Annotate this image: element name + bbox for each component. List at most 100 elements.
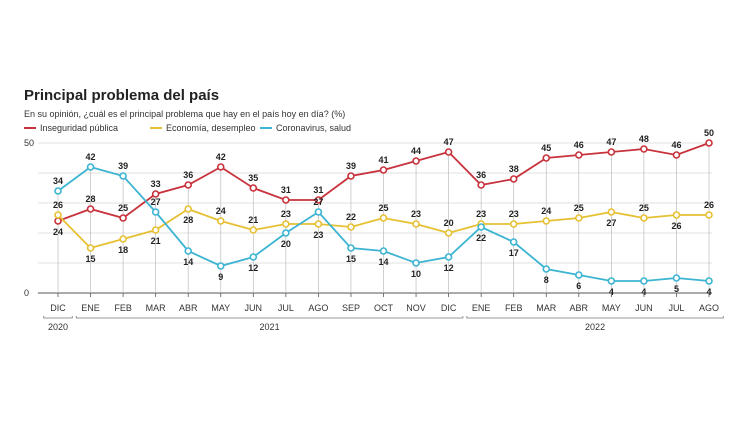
legend-label-1: Economía, desempleo [166, 123, 256, 133]
data-label: 31 [313, 185, 323, 195]
series-2 [54, 163, 713, 285]
data-point [151, 190, 160, 198]
data-label: 39 [346, 161, 356, 171]
data-label: 28 [183, 215, 193, 225]
data-point [184, 205, 192, 213]
data-label: 9 [218, 272, 223, 282]
data-label: 23 [281, 209, 291, 219]
data-point [282, 229, 290, 237]
chart-subtitle: En su opinión, ¿cuál es el principal pro… [24, 109, 345, 119]
data-point [119, 172, 127, 180]
year-bracket-0 [43, 316, 73, 319]
data-label: 45 [541, 143, 551, 153]
data-label: 31 [281, 185, 291, 195]
data-label: 20 [444, 218, 454, 228]
data-point [574, 214, 583, 222]
x-tick-label: JUL [668, 303, 684, 313]
data-label: 35 [248, 173, 258, 183]
data-label: 47 [444, 137, 454, 147]
x-tick-label: MAR [146, 303, 167, 313]
data-point [607, 208, 616, 216]
data-label: 24 [541, 206, 551, 216]
x-tick-label: SEP [342, 303, 360, 313]
data-point [542, 265, 551, 273]
data-point [412, 157, 420, 165]
data-point [412, 220, 420, 228]
data-label: 8 [544, 275, 549, 285]
data-label: 36 [183, 170, 193, 180]
data-label: 27 [313, 197, 323, 207]
data-point [54, 217, 62, 225]
data-point [216, 217, 225, 225]
data-point [314, 208, 323, 216]
y-tick-label: 50 [24, 138, 34, 148]
data-label: 18 [118, 245, 128, 255]
data-point [86, 163, 95, 171]
data-label: 23 [313, 230, 323, 240]
data-point [672, 211, 681, 219]
data-label: 42 [216, 152, 226, 162]
data-point [640, 277, 648, 285]
data-point [509, 220, 518, 228]
data-point [119, 235, 127, 243]
data-label: 4 [609, 287, 614, 297]
x-tick-label: DIC [50, 303, 66, 313]
data-label: 12 [444, 263, 454, 273]
data-point [444, 253, 453, 261]
data-point [672, 274, 681, 282]
data-point [347, 172, 355, 180]
data-point [379, 214, 388, 222]
data-label: 24 [53, 227, 63, 237]
data-point [705, 211, 713, 219]
data-point [282, 220, 290, 228]
data-label: 47 [606, 137, 616, 147]
data-point [282, 196, 290, 204]
data-point [607, 148, 616, 156]
x-tick-label: FEB [114, 303, 132, 313]
y-tick-label: 0 [24, 288, 29, 298]
data-point [542, 154, 551, 162]
x-tick-label: JUL [278, 303, 294, 313]
data-point [574, 151, 583, 159]
data-label: 41 [378, 155, 388, 165]
x-tick-label: DIC [441, 303, 457, 313]
data-point [249, 226, 258, 234]
data-point [119, 214, 127, 222]
x-tick-label: AGO [308, 303, 328, 313]
data-label: 46 [574, 140, 584, 150]
x-axis: DIC ENE FEB MAR ABR MAY JUN JUL AGO SEP OCT NOV DIC E… [43, 293, 724, 332]
x-tick-label: ENE [472, 303, 491, 313]
data-point [314, 220, 323, 228]
data-point [705, 139, 713, 147]
x-tick-label: MAR [536, 303, 557, 313]
data-label: 36 [476, 170, 486, 180]
grid: 0 50 [24, 138, 712, 298]
data-point [444, 229, 453, 237]
year-label-1: 2021 [260, 322, 280, 332]
data-label: 6 [576, 281, 581, 291]
data-label: 20 [281, 239, 291, 249]
data-label: 39 [118, 161, 128, 171]
data-label: 22 [346, 212, 356, 222]
data-point [54, 211, 62, 219]
x-tick-label: ABR [570, 303, 589, 313]
data-point [477, 223, 485, 231]
data-label: 24 [216, 206, 226, 216]
data-point [640, 145, 648, 153]
data-label: 33 [151, 179, 161, 189]
data-label: 26 [53, 200, 63, 210]
data-point [249, 184, 258, 192]
data-point [184, 181, 192, 189]
x-tick-label: MAY [211, 303, 230, 313]
data-label: 38 [509, 164, 519, 174]
data-point [151, 208, 160, 216]
x-tick-label: NOV [406, 303, 426, 313]
data-label: 25 [378, 203, 388, 213]
data-label: 48 [639, 134, 649, 144]
data-label: 5 [674, 284, 679, 294]
year-label-2: 2022 [585, 322, 605, 332]
data-label: 23 [509, 209, 519, 219]
data-label: 10 [411, 269, 421, 279]
